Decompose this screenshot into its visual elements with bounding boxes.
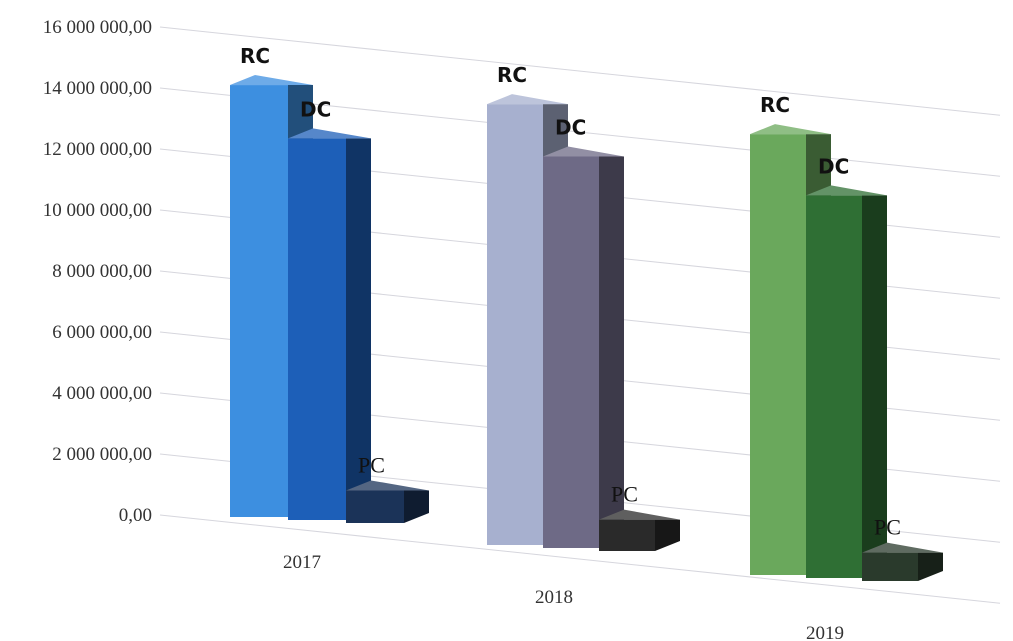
bar-label-pc: PC bbox=[358, 452, 385, 477]
bar-dc bbox=[806, 195, 862, 578]
bar-pc bbox=[862, 552, 918, 581]
bar-pc bbox=[346, 490, 404, 523]
bar-side bbox=[404, 490, 429, 523]
x-tick-label: 2019 bbox=[806, 623, 844, 641]
bar-label-pc: PC bbox=[611, 482, 638, 507]
bar-top bbox=[346, 480, 429, 491]
bar-top bbox=[487, 94, 568, 105]
bar-top bbox=[599, 509, 680, 520]
bar-top bbox=[230, 75, 313, 86]
bar-top bbox=[806, 185, 887, 196]
bar-pc bbox=[599, 519, 655, 551]
x-tick-label: 2018 bbox=[535, 587, 573, 608]
bar-side bbox=[346, 138, 371, 520]
y-tick-label: 0,00 bbox=[119, 505, 152, 526]
gridline bbox=[159, 26, 1001, 116]
bar-side bbox=[599, 156, 624, 549]
bar-label-dc: DC bbox=[300, 97, 331, 121]
y-tick-label: 4 000 000,00 bbox=[52, 383, 152, 404]
x-tick-label: 2017 bbox=[283, 552, 321, 573]
bar-top bbox=[543, 146, 624, 157]
y-tick-label: 16 000 000,00 bbox=[43, 17, 152, 38]
bar-dc bbox=[543, 156, 599, 549]
bar-label-rc: RC bbox=[760, 93, 790, 117]
bar-top bbox=[288, 128, 371, 139]
bar-top bbox=[750, 124, 831, 135]
y-tick-label: 2 000 000,00 bbox=[52, 444, 152, 465]
y-tick-label: 6 000 000,00 bbox=[52, 322, 152, 343]
bar-side bbox=[655, 519, 680, 551]
bar-rc bbox=[750, 134, 806, 575]
bar-label-dc: DC bbox=[818, 154, 849, 178]
bar-rc bbox=[230, 85, 288, 518]
y-tick-label: 12 000 000,00 bbox=[43, 139, 152, 160]
bar-label-pc: PC bbox=[874, 515, 901, 540]
bar-label-rc: RC bbox=[240, 44, 270, 68]
y-tick-label: 14 000 000,00 bbox=[43, 78, 152, 99]
bar-label-rc: RC bbox=[497, 63, 527, 87]
bar-side bbox=[862, 195, 887, 578]
gridline bbox=[159, 514, 1001, 604]
y-tick-label: 8 000 000,00 bbox=[52, 261, 152, 282]
bar-side bbox=[918, 552, 943, 581]
bar-label-dc: DC bbox=[555, 115, 586, 139]
y-tick-label: 10 000 000,00 bbox=[43, 200, 152, 221]
bar-top bbox=[862, 542, 943, 553]
bar-rc bbox=[487, 104, 543, 545]
bar-dc bbox=[288, 138, 346, 520]
